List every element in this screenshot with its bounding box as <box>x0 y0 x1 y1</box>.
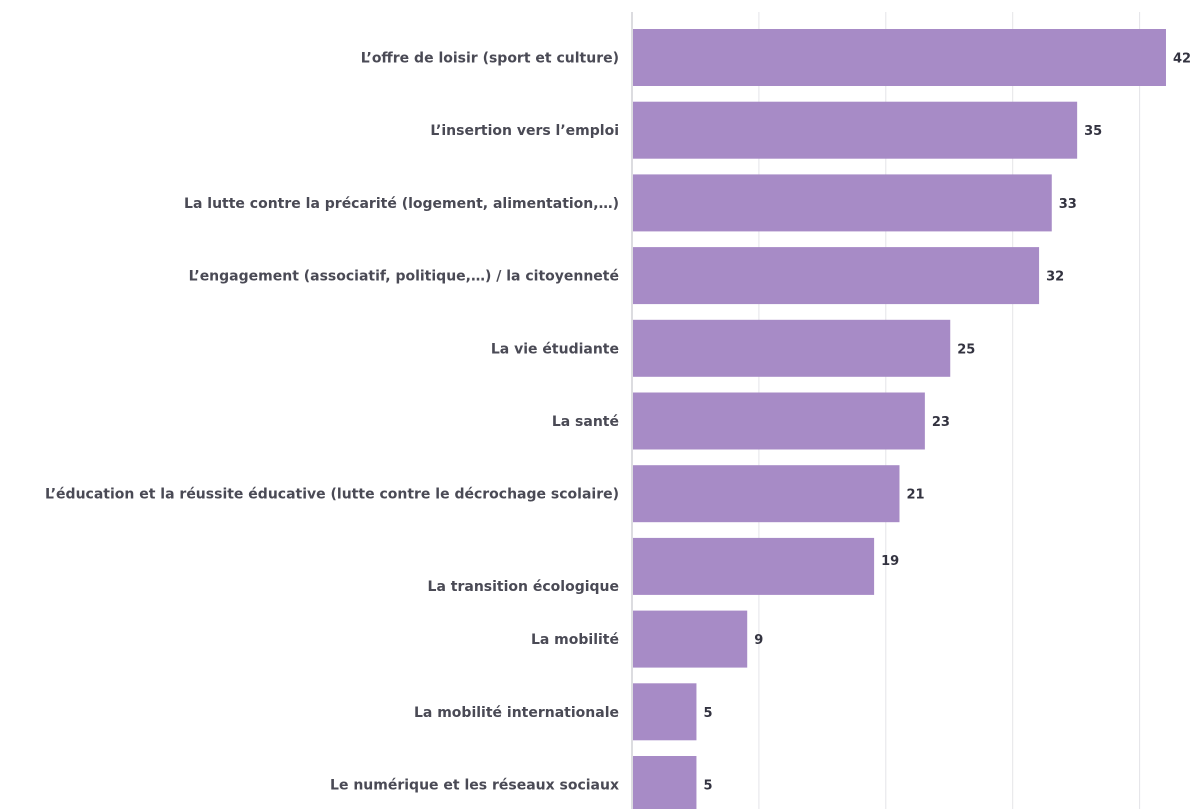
category-label-9: La mobilité <box>531 632 619 648</box>
bar-7 <box>633 465 900 523</box>
bar-9 <box>633 610 748 668</box>
bar-2 <box>633 101 1078 159</box>
bar-4 <box>633 247 1040 305</box>
value-label-1: 42 <box>1173 52 1191 67</box>
value-label-2: 35 <box>1084 124 1102 139</box>
category-label-10: La mobilité internationale <box>414 705 619 721</box>
bar-10 <box>633 683 697 741</box>
bar-5 <box>633 319 951 377</box>
value-label-10: 5 <box>703 706 712 721</box>
value-label-11: 5 <box>703 779 712 794</box>
category-label-8: La transition écologique <box>428 579 619 595</box>
value-label-7: 21 <box>906 488 924 503</box>
bar-8 <box>633 537 875 595</box>
value-label-5: 25 <box>957 342 975 357</box>
value-label-8: 19 <box>881 554 899 569</box>
category-label-3: La lutte contre la précarité (logement, … <box>184 196 619 212</box>
category-label-1: L’offre de loisir (sport et culture) <box>361 51 619 67</box>
bar-1 <box>633 29 1166 86</box>
category-label-7: L’éducation et la réussite éducative (lu… <box>45 487 619 503</box>
category-labels: L’offre de loisir (sport et culture) L’in… <box>45 51 619 794</box>
value-labels: 42 35 33 32 25 23 21 19 9 5 5 <box>703 52 1191 794</box>
bars <box>633 29 1166 809</box>
value-label-4: 32 <box>1046 270 1064 285</box>
category-label-4: L’engagement (associatif, politique,…) /… <box>189 269 619 285</box>
bar-3 <box>633 174 1052 232</box>
bar-11 <box>633 756 697 809</box>
category-label-5: La vie étudiante <box>491 341 619 357</box>
value-label-6: 23 <box>932 415 950 430</box>
value-label-9: 9 <box>754 633 763 648</box>
category-label-6: La santé <box>552 414 619 430</box>
category-label-11: Le numérique et les réseaux sociaux <box>330 778 619 794</box>
bar-6 <box>633 392 925 450</box>
value-label-3: 33 <box>1059 197 1077 212</box>
category-label-2: L’insertion vers l’emploi <box>430 123 619 139</box>
